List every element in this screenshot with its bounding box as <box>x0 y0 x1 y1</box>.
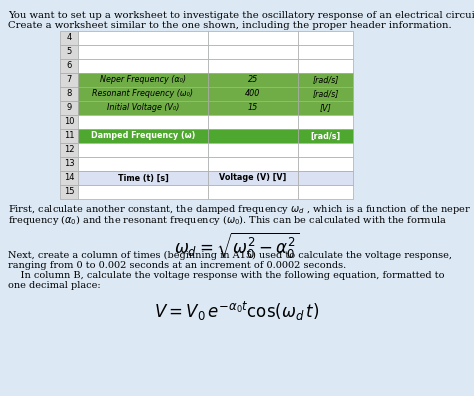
Bar <box>78 73 208 87</box>
Text: 7: 7 <box>66 76 72 84</box>
Bar <box>208 73 298 87</box>
Text: Neper Frequency (α₀): Neper Frequency (α₀) <box>100 76 186 84</box>
Bar <box>208 31 298 45</box>
Bar <box>298 31 353 45</box>
Bar <box>78 129 208 143</box>
Bar <box>60 87 78 101</box>
Bar <box>208 87 298 101</box>
Text: 25: 25 <box>248 76 258 84</box>
Text: frequency ($\alpha_0$) and the resonant frequency ($\omega_0$). This can be calc: frequency ($\alpha_0$) and the resonant … <box>8 213 447 227</box>
Text: 14: 14 <box>64 173 74 183</box>
Text: 400: 400 <box>246 89 261 99</box>
Bar <box>298 87 353 101</box>
Bar <box>298 129 353 143</box>
Bar <box>298 157 353 171</box>
Bar <box>60 129 78 143</box>
Text: 12: 12 <box>64 145 74 154</box>
Bar <box>78 59 208 73</box>
Text: [rad/s]: [rad/s] <box>310 131 341 141</box>
Text: ranging from 0 to 0.002 seconds at an increment of 0.0002 seconds.: ranging from 0 to 0.002 seconds at an in… <box>8 261 346 270</box>
Bar <box>298 73 353 87</box>
Bar <box>60 31 78 45</box>
Bar <box>208 59 298 73</box>
Bar <box>208 129 298 143</box>
Text: [rad/s]: [rad/s] <box>312 89 339 99</box>
Bar <box>60 45 78 59</box>
Bar <box>78 45 208 59</box>
Bar <box>60 101 78 115</box>
Bar <box>298 115 353 129</box>
Bar <box>78 87 208 101</box>
Bar <box>60 73 78 87</box>
Bar <box>208 171 298 185</box>
Bar <box>208 101 298 115</box>
Text: 15: 15 <box>64 187 74 196</box>
Text: Time (t) [s]: Time (t) [s] <box>118 173 168 183</box>
Text: 11: 11 <box>64 131 74 141</box>
Text: 15: 15 <box>248 103 258 112</box>
Text: [V]: [V] <box>319 103 331 112</box>
Bar <box>60 59 78 73</box>
Bar <box>208 115 298 129</box>
Text: one decimal place:: one decimal place: <box>8 281 100 290</box>
Text: Create a worksheet similar to the one shown, including the proper header informa: Create a worksheet similar to the one sh… <box>8 21 452 30</box>
Bar <box>60 143 78 157</box>
Bar <box>298 185 353 199</box>
Bar <box>208 157 298 171</box>
Text: Next, create a column of times (beginning in A15) used to calculate the voltage : Next, create a column of times (beginnin… <box>8 251 452 260</box>
Bar <box>60 115 78 129</box>
Text: 6: 6 <box>66 61 72 70</box>
Text: You want to set up a worksheet to investigate the oscillatory response of an ele: You want to set up a worksheet to invest… <box>8 11 474 20</box>
Text: Damped Frequency (ω): Damped Frequency (ω) <box>91 131 195 141</box>
Bar <box>60 171 78 185</box>
Text: 8: 8 <box>66 89 72 99</box>
Bar <box>298 143 353 157</box>
Bar <box>78 185 208 199</box>
Bar <box>60 157 78 171</box>
Bar <box>78 171 208 185</box>
Bar <box>208 143 298 157</box>
Bar <box>78 31 208 45</box>
Bar <box>78 157 208 171</box>
Text: 10: 10 <box>64 118 74 126</box>
Bar <box>60 185 78 199</box>
Text: First, calculate another constant, the damped frequency $\omega_d$ , which is a : First, calculate another constant, the d… <box>8 203 472 216</box>
Text: 5: 5 <box>66 48 72 57</box>
Bar <box>208 45 298 59</box>
Text: 9: 9 <box>66 103 72 112</box>
Bar <box>78 115 208 129</box>
Bar <box>298 45 353 59</box>
Bar <box>78 143 208 157</box>
Text: Resonant Frequency (ω₀): Resonant Frequency (ω₀) <box>92 89 193 99</box>
Text: [rad/s]: [rad/s] <box>312 76 339 84</box>
Text: Voltage (V) [V]: Voltage (V) [V] <box>219 173 287 183</box>
Bar <box>78 101 208 115</box>
Text: Initial Voltage (V₀): Initial Voltage (V₀) <box>107 103 179 112</box>
Text: $V = V_0 \, e^{-\alpha_0 t} \cos(\omega_d \, t)$: $V = V_0 \, e^{-\alpha_0 t} \cos(\omega_… <box>155 300 319 323</box>
Bar <box>298 101 353 115</box>
Text: $\omega_d = \sqrt{\omega_0^2 - \alpha_0^2}$: $\omega_d = \sqrt{\omega_0^2 - \alpha_0^… <box>174 231 300 261</box>
Text: In column B, calculate the voltage response with the following equation, formatt: In column B, calculate the voltage respo… <box>8 271 445 280</box>
Bar <box>298 59 353 73</box>
Bar <box>208 185 298 199</box>
Text: 4: 4 <box>66 34 72 42</box>
Text: 13: 13 <box>64 160 74 169</box>
Bar <box>298 171 353 185</box>
